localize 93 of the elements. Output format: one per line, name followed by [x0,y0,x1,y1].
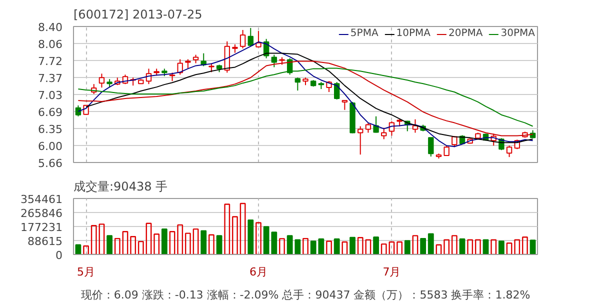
bar [514,239,520,254]
bar [114,238,120,254]
bar [154,234,160,254]
bar [388,241,395,254]
text: 现价：6.09 涨跌：-0.13 涨幅：-2.09% 总手：90437 金额（万）：5583 换手率：1.82% [80,288,530,302]
y-tick-label: 7.72 [38,54,63,68]
bar [177,224,184,254]
bar [232,216,238,254]
y-tick-label: 7.37 [38,72,63,86]
bar [138,240,144,254]
bar [436,244,442,254]
x-tick-label: 7月 [382,266,401,278]
y-tick-label: 354461 [20,193,63,206]
bar [216,235,222,254]
candlestick [373,116,379,134]
candlestick [240,29,246,49]
legend-label: 10PMA [396,28,431,39]
y-tick-label: 6.69 [38,106,63,119]
bar [482,239,489,254]
bar [522,236,528,254]
candlestick [256,30,262,48]
bar [224,204,230,254]
x-tick-label: 6月 [249,266,268,278]
bar [98,224,105,254]
bar [357,236,364,254]
bar [412,235,418,254]
x-tick-label: 5月 [77,266,96,278]
y-tick-label: 265846 [20,207,63,220]
bar [428,233,434,254]
bar [490,239,497,254]
candlestick [75,104,82,117]
bar [530,240,536,254]
candlestick [248,27,254,47]
bar [208,234,214,254]
candlestick [444,145,450,156]
bar [146,222,152,254]
bar [334,238,340,254]
bar [459,238,466,254]
bar [506,242,512,254]
candlestick [271,54,277,68]
y-tick-label: 6.00 [38,140,63,154]
legend-label: 30PMA [500,28,535,39]
candlestick [98,73,105,88]
bar [302,238,308,254]
bar [83,245,89,254]
chart-title: 成交量:90438 手 [74,180,168,194]
candlestick [177,58,183,76]
y-tick-label: 7.03 [38,89,63,102]
bar [474,239,481,254]
y-tick-label: 88615 [28,235,63,248]
y-tick-label: 5.66 [38,157,63,170]
candlestick [358,126,364,156]
bar [451,235,458,254]
bar [161,228,168,254]
legend-label: 20PMA [448,28,483,39]
bar [373,236,379,254]
candlestick [381,127,387,140]
bar [420,238,426,254]
candlestick [294,77,301,92]
bar [192,228,199,254]
bar [326,240,332,254]
chart-title: [600172] 2013-07-25 [74,8,202,22]
bar [248,219,254,254]
bar [404,240,410,254]
bar [106,235,113,254]
bar [122,230,128,254]
bar [380,243,387,254]
bar [256,222,262,254]
bar [169,230,176,254]
candlestick [342,100,348,110]
bar [350,236,356,254]
bar [342,241,348,254]
legend-label: 5PMA [350,28,378,39]
bar [498,240,504,254]
candlestick [428,137,434,158]
bar [240,202,246,254]
y-tick-label: 6.35 [38,122,63,136]
y-tick-label: 8.06 [38,38,63,51]
y-tick-label: 177231 [20,221,63,234]
bar [396,241,403,254]
bar [279,238,285,254]
bar [467,239,474,254]
candlestick [365,122,372,134]
candlestick [334,82,340,100]
bar [90,224,97,254]
y-tick-label: 8.40 [38,21,63,34]
bar [130,236,136,254]
candlestick [506,145,512,158]
bar [200,230,207,254]
bar [365,239,372,254]
bar [444,239,450,254]
bar [184,232,191,254]
y-tick-label: 0 [56,249,62,262]
